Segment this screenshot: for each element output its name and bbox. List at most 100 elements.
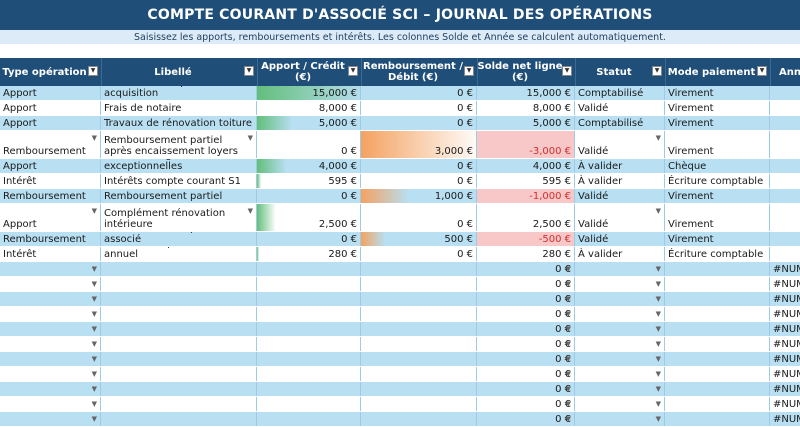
- cell-solde[interactable]: 0 € ▼: [477, 352, 575, 366]
- cell-annee[interactable]: #NUM: [770, 367, 800, 381]
- cell-apport[interactable]: [257, 277, 361, 291]
- cell-apport[interactable]: [257, 337, 361, 351]
- dropdown-arrow-icon[interactable]: ▼: [91, 415, 97, 423]
- cell-libelle[interactable]: Remboursement partiel: [101, 189, 257, 203]
- cell-annee[interactable]: #NUM: [770, 322, 800, 336]
- cell-mode[interactable]: [665, 292, 770, 306]
- cell-apport[interactable]: 0 €: [257, 131, 361, 158]
- cell-solde[interactable]: 0 € ▼: [477, 397, 575, 411]
- cell-rembours[interactable]: [361, 262, 477, 276]
- dropdown-arrow-icon[interactable]: ▼: [565, 355, 571, 363]
- cell-libelle[interactable]: Frais de notaire: [101, 101, 257, 115]
- cell-mode[interactable]: Chèque: [665, 159, 770, 173]
- cell-solde[interactable]: 595 €: [477, 174, 575, 188]
- cell-solde[interactable]: 0 € ▼: [477, 277, 575, 291]
- cell-annee[interactable]: #NUM: [770, 337, 800, 351]
- cell-apport[interactable]: [257, 262, 361, 276]
- cell-solde[interactable]: 0 € ▼: [477, 412, 575, 426]
- cell-mode[interactable]: [665, 307, 770, 321]
- dropdown-arrow-icon[interactable]: ▼: [655, 400, 661, 408]
- cell-libelle[interactable]: [101, 277, 257, 291]
- dropdown-arrow-icon[interactable]: ▼: [565, 325, 571, 333]
- dropdown-arrow-icon[interactable]: ▼: [565, 415, 571, 423]
- cell-solde[interactable]: -3,000 €: [477, 131, 575, 158]
- cell-apport[interactable]: 0 €: [257, 232, 361, 246]
- dropdown-arrow-icon[interactable]: ▼: [91, 355, 97, 363]
- dropdown-arrow-icon[interactable]: ▼: [565, 400, 571, 408]
- cell-statut[interactable]: ▼: [575, 262, 665, 276]
- cell-statut[interactable]: À valider: [575, 247, 665, 261]
- cell-annee[interactable]: [770, 131, 800, 158]
- dropdown-arrow-icon[interactable]: ▼: [91, 207, 97, 215]
- dropdown-arrow-icon[interactable]: ▼: [565, 385, 571, 393]
- cell-type[interactable]: ▼: [0, 292, 101, 306]
- cell-type[interactable]: ▼: [0, 352, 101, 366]
- cell-solde[interactable]: 0 € ▼: [477, 262, 575, 276]
- cell-mode[interactable]: [665, 367, 770, 381]
- cell-apport[interactable]: [257, 397, 361, 411]
- cell-mode[interactable]: Virement: [665, 86, 770, 100]
- cell-mode[interactable]: Virement: [665, 189, 770, 203]
- cell-solde[interactable]: 5,000 €: [477, 116, 575, 130]
- cell-type[interactable]: Remboursement ▼: [0, 131, 101, 158]
- filter-dropdown-icon[interactable]: ▼: [562, 66, 572, 76]
- cell-apport[interactable]: 4,000 €: [257, 159, 361, 173]
- dropdown-arrow-icon[interactable]: ▼: [655, 340, 661, 348]
- cell-type[interactable]: Remboursement: [0, 232, 101, 246]
- cell-annee[interactable]: #NUM: [770, 382, 800, 396]
- cell-apport[interactable]: 280 €: [257, 247, 361, 261]
- cell-statut[interactable]: ▼: [575, 337, 665, 351]
- cell-annee[interactable]: #NUM: [770, 397, 800, 411]
- cell-libelle[interactable]: [101, 337, 257, 351]
- cell-rembours[interactable]: 0 €: [361, 101, 477, 115]
- cell-solde[interactable]: 4,000 €: [477, 159, 575, 173]
- cell-type[interactable]: ▼: [0, 262, 101, 276]
- cell-annee[interactable]: [770, 86, 800, 100]
- cell-mode[interactable]: Virement: [665, 232, 770, 246]
- cell-annee[interactable]: #NUM: [770, 292, 800, 306]
- dropdown-arrow-icon[interactable]: ▼: [655, 280, 661, 288]
- cell-mode[interactable]: [665, 337, 770, 351]
- cell-statut[interactable]: Validé: [575, 232, 665, 246]
- filter-dropdown-icon[interactable]: ▼: [652, 66, 662, 76]
- cell-statut[interactable]: Comptabilisé: [575, 116, 665, 130]
- cell-apport[interactable]: 8,000 €: [257, 101, 361, 115]
- cell-solde[interactable]: -500 €: [477, 232, 575, 246]
- cell-type[interactable]: ▼: [0, 382, 101, 396]
- cell-rembours[interactable]: [361, 322, 477, 336]
- cell-type[interactable]: ▼: [0, 322, 101, 336]
- filter-dropdown-icon[interactable]: ▼: [88, 66, 98, 76]
- cell-mode[interactable]: [665, 397, 770, 411]
- cell-mode[interactable]: Virement: [665, 131, 770, 158]
- cell-annee[interactable]: [770, 247, 800, 261]
- cell-solde[interactable]: 0 € ▼: [477, 322, 575, 336]
- cell-annee[interactable]: #NUM: [770, 412, 800, 426]
- cell-libelle[interactable]: [101, 367, 257, 381]
- cell-rembours[interactable]: 0 €: [361, 204, 477, 231]
- dropdown-arrow-icon[interactable]: ▼: [655, 310, 661, 318]
- dropdown-arrow-icon[interactable]: ▼: [247, 207, 253, 215]
- dropdown-arrow-icon[interactable]: ▼: [655, 295, 661, 303]
- cell-statut[interactable]: Comptabilisé: [575, 86, 665, 100]
- filter-dropdown-icon[interactable]: ▼: [244, 66, 254, 76]
- cell-libelle[interactable]: [101, 397, 257, 411]
- cell-statut[interactable]: Validé: [575, 101, 665, 115]
- cell-libelle[interactable]: [101, 322, 257, 336]
- cell-libelle[interactable]: [101, 262, 257, 276]
- cell-rembours[interactable]: 3,000 €: [361, 131, 477, 158]
- dropdown-arrow-icon[interactable]: ▼: [247, 134, 253, 142]
- cell-type[interactable]: ▼: [0, 397, 101, 411]
- cell-mode[interactable]: [665, 412, 770, 426]
- cell-statut[interactable]: À valider: [575, 174, 665, 188]
- cell-apport[interactable]: [257, 352, 361, 366]
- cell-annee[interactable]: [770, 159, 800, 173]
- cell-libelle[interactable]: [101, 292, 257, 306]
- cell-solde[interactable]: 15,000 €: [477, 86, 575, 100]
- cell-mode[interactable]: [665, 277, 770, 291]
- cell-solde[interactable]: 2,500 €: [477, 204, 575, 231]
- cell-rembours[interactable]: [361, 277, 477, 291]
- cell-statut[interactable]: ▼: [575, 412, 665, 426]
- cell-statut[interactable]: ▼: [575, 292, 665, 306]
- cell-statut[interactable]: ▼: [575, 277, 665, 291]
- cell-apport[interactable]: [257, 292, 361, 306]
